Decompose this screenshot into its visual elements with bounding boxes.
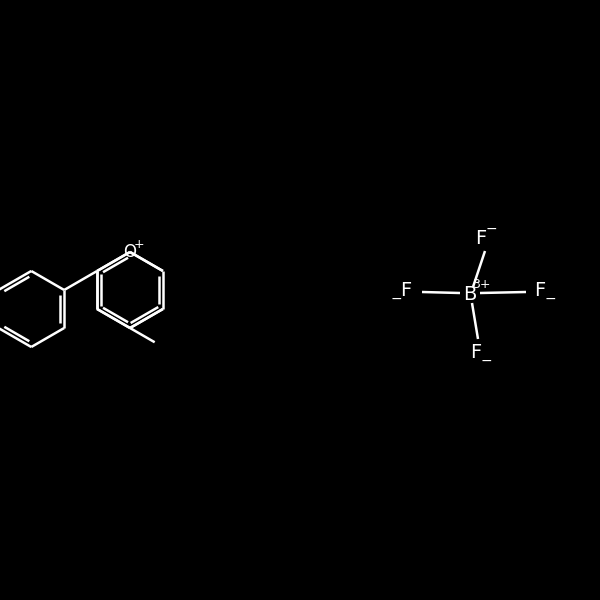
Text: −: − (544, 292, 556, 306)
Text: F: F (535, 281, 545, 301)
Text: −: − (485, 222, 497, 236)
Text: F: F (400, 281, 412, 301)
Text: F: F (470, 343, 482, 361)
Text: −: − (390, 292, 402, 306)
Text: F: F (475, 229, 487, 247)
Text: O: O (124, 243, 137, 261)
Text: 3+: 3+ (472, 278, 490, 292)
Text: −: − (480, 354, 492, 368)
Text: B: B (463, 286, 476, 304)
Text: +: + (134, 238, 145, 251)
